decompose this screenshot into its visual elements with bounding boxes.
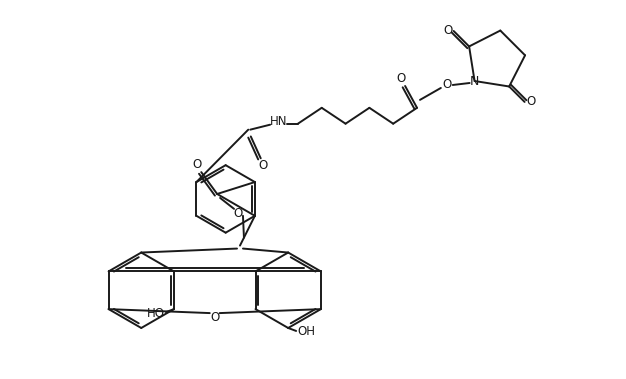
Text: O: O — [233, 207, 243, 220]
Text: N: N — [470, 75, 480, 88]
Text: O: O — [210, 310, 219, 324]
Text: O: O — [259, 159, 268, 172]
Text: O: O — [526, 96, 535, 108]
Text: O: O — [193, 158, 202, 171]
Text: O: O — [396, 72, 406, 85]
Text: HN: HN — [270, 115, 288, 128]
Text: O: O — [443, 25, 453, 38]
Text: O: O — [442, 78, 451, 91]
Text: OH: OH — [297, 326, 315, 338]
Text: HO: HO — [147, 307, 165, 319]
